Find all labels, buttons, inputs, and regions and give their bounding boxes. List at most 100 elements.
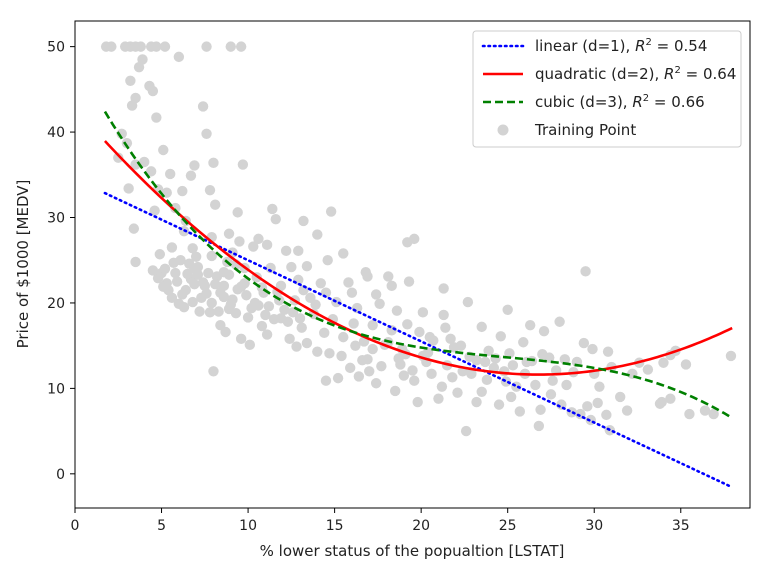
training-point	[582, 401, 593, 412]
training-point	[493, 399, 505, 410]
training-point	[364, 366, 375, 377]
training-point	[225, 299, 236, 310]
training-point	[476, 386, 487, 397]
training-point	[197, 101, 209, 112]
legend-label: linear (d=1), R2 = 0.54	[535, 37, 707, 55]
x-tick-label: 25	[499, 518, 517, 534]
training-point	[170, 267, 181, 279]
training-point	[592, 397, 603, 409]
training-point	[133, 61, 145, 73]
training-point	[601, 409, 612, 421]
training-point	[237, 159, 249, 170]
training-point	[263, 301, 275, 312]
training-point	[518, 337, 529, 348]
training-point	[201, 41, 212, 52]
training-point	[324, 348, 335, 359]
training-point	[402, 319, 413, 330]
legend-label: Training Point	[534, 121, 636, 139]
legend-item-quadratic: quadratic (d=2), R2 = 0.64	[483, 65, 736, 83]
training-point	[187, 296, 198, 308]
training-point	[241, 290, 252, 301]
training-point	[230, 308, 242, 319]
training-point	[275, 280, 287, 292]
training-point	[376, 360, 387, 372]
training-point	[403, 276, 415, 287]
y-axis: 0 10 20 30 40 50	[47, 40, 75, 483]
training-point	[537, 349, 548, 360]
training-point	[218, 266, 230, 278]
training-point	[614, 391, 626, 403]
training-point	[149, 205, 160, 216]
training-point	[559, 354, 571, 365]
training-point	[209, 199, 221, 210]
training-point	[208, 157, 219, 169]
training-point	[106, 41, 117, 52]
training-point	[504, 348, 515, 359]
training-point	[436, 381, 448, 392]
training-point	[386, 280, 397, 292]
training-point	[123, 183, 134, 194]
training-point	[218, 280, 230, 292]
training-point	[438, 283, 449, 294]
training-point	[319, 327, 330, 339]
training-point	[654, 398, 666, 409]
training-point	[166, 292, 178, 304]
training-point	[407, 365, 418, 376]
training-point	[220, 326, 231, 338]
training-point	[171, 276, 183, 287]
training-point	[218, 291, 230, 303]
training-point	[417, 307, 429, 318]
training-point	[462, 296, 474, 308]
training-point	[301, 261, 313, 272]
training-point	[128, 223, 140, 234]
x-tick-label: 5	[157, 518, 166, 534]
training-point	[320, 375, 332, 386]
training-point	[393, 353, 404, 364]
training-point	[471, 354, 482, 366]
training-point	[177, 185, 188, 197]
fit-line-linear	[103, 191, 734, 489]
training-point	[699, 405, 711, 416]
training-point	[502, 304, 513, 315]
training-point	[190, 251, 202, 263]
plot-frame	[74, 20, 751, 509]
legend-frame	[472, 30, 742, 148]
training-point	[185, 170, 197, 181]
training-point	[261, 239, 273, 251]
training-point	[665, 393, 676, 404]
training-point	[578, 337, 590, 349]
training-point	[284, 333, 295, 345]
x-tick-label: 35	[672, 518, 690, 534]
training-point	[279, 304, 290, 315]
training-point	[164, 168, 176, 180]
training-point	[367, 343, 378, 355]
training-point	[440, 322, 451, 333]
training-point	[505, 391, 517, 403]
training-point	[135, 41, 146, 52]
training-point	[587, 343, 598, 355]
training-point	[391, 305, 403, 316]
training-point	[130, 256, 141, 268]
training-point	[602, 346, 614, 357]
training-point	[293, 245, 304, 257]
x-tick-label: 20	[412, 518, 430, 534]
training-point	[460, 425, 472, 437]
training-point	[524, 319, 536, 331]
legend-item-linear: linear (d=1), R2 = 0.54	[481, 37, 707, 55]
training-point	[424, 331, 436, 343]
training-point	[159, 41, 171, 52]
training-point	[312, 229, 323, 240]
training-point	[312, 346, 323, 357]
training-point	[166, 242, 178, 253]
training-point	[173, 51, 185, 63]
training-point	[452, 387, 463, 398]
training-point	[301, 337, 313, 349]
training-point	[315, 278, 326, 289]
training-point	[374, 298, 385, 309]
y-tick-label: 40	[47, 125, 65, 141]
training-point	[248, 241, 259, 252]
training-point	[253, 233, 264, 245]
training-point	[232, 207, 243, 218]
training-point	[291, 341, 302, 352]
y-tick-label: 30	[47, 211, 65, 227]
